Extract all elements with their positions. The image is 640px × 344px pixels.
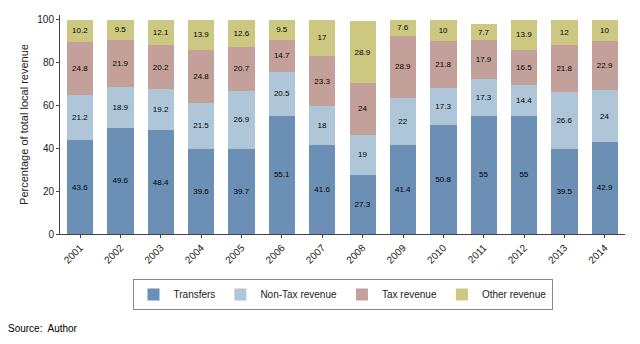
svg-text:55: 55: [479, 170, 488, 179]
svg-text:2008: 2008: [344, 242, 368, 266]
svg-text:60: 60: [43, 100, 55, 111]
svg-text:40: 40: [43, 143, 55, 154]
svg-text:42.9: 42.9: [597, 183, 613, 192]
svg-text:21.5: 21.5: [193, 121, 209, 130]
svg-text:17.3: 17.3: [476, 93, 492, 102]
svg-text:55.1: 55.1: [274, 170, 290, 179]
svg-text:41.6: 41.6: [314, 185, 330, 194]
svg-text:Transfers: Transfers: [174, 289, 216, 300]
svg-text:7.7: 7.7: [478, 28, 490, 37]
svg-text:2001: 2001: [62, 242, 86, 266]
svg-text:9.5: 9.5: [115, 25, 127, 34]
svg-text:12: 12: [560, 28, 569, 37]
svg-text:14.4: 14.4: [516, 96, 532, 105]
svg-text:2005: 2005: [223, 242, 247, 266]
svg-text:10: 10: [439, 26, 448, 35]
svg-text:20: 20: [43, 186, 55, 197]
svg-text:10.2: 10.2: [72, 26, 88, 35]
svg-text:2011: 2011: [466, 242, 489, 265]
svg-text:20.7: 20.7: [234, 64, 250, 73]
svg-text:20.5: 20.5: [274, 89, 290, 98]
svg-text:7.6: 7.6: [397, 23, 409, 32]
svg-text:2007: 2007: [304, 242, 328, 266]
svg-text:13.9: 13.9: [516, 30, 532, 39]
svg-text:2002: 2002: [102, 242, 126, 266]
svg-text:2014: 2014: [586, 242, 610, 266]
svg-text:18: 18: [318, 121, 327, 130]
svg-text:23.3: 23.3: [314, 77, 330, 86]
svg-text:48.4: 48.4: [153, 178, 169, 187]
svg-text:24.8: 24.8: [193, 72, 209, 81]
svg-text:Non-Tax revenue: Non-Tax revenue: [260, 289, 337, 300]
svg-text:80: 80: [43, 57, 55, 68]
svg-text:49.6: 49.6: [112, 176, 128, 185]
svg-text:24.8: 24.8: [72, 64, 88, 73]
svg-text:17.3: 17.3: [435, 102, 451, 111]
svg-text:20.2: 20.2: [153, 63, 169, 72]
svg-text:39.7: 39.7: [234, 187, 250, 196]
svg-text:2003: 2003: [142, 242, 166, 266]
svg-text:19: 19: [358, 150, 367, 159]
svg-text:Tax revenue: Tax revenue: [382, 289, 437, 300]
svg-text:12.6: 12.6: [234, 29, 250, 38]
svg-text:17: 17: [318, 33, 327, 42]
svg-text:28.9: 28.9: [395, 62, 411, 71]
svg-text:Percentage of total local reve: Percentage of total local revenue: [18, 44, 30, 205]
svg-text:0: 0: [48, 229, 54, 240]
svg-text:18.9: 18.9: [112, 103, 128, 112]
svg-text:10: 10: [600, 26, 609, 35]
svg-text:39.6: 39.6: [193, 187, 209, 196]
svg-text:2006: 2006: [263, 242, 287, 266]
svg-text:39.5: 39.5: [556, 187, 572, 196]
svg-text:2009: 2009: [384, 242, 408, 266]
svg-text:21.8: 21.8: [435, 60, 451, 69]
svg-text:22.9: 22.9: [597, 61, 613, 70]
svg-text:14.7: 14.7: [274, 51, 290, 60]
svg-text:12.1: 12.1: [153, 28, 169, 37]
svg-text:13.9: 13.9: [193, 30, 209, 39]
svg-text:21.2: 21.2: [72, 113, 88, 122]
svg-text:24: 24: [358, 104, 367, 113]
svg-text:43.6: 43.6: [72, 183, 88, 192]
svg-text:19.2: 19.2: [153, 105, 169, 114]
svg-text:28.9: 28.9: [355, 48, 371, 57]
svg-text:17.9: 17.9: [476, 55, 492, 64]
svg-text:50.8: 50.8: [435, 175, 451, 184]
svg-text:41.4: 41.4: [395, 185, 411, 194]
svg-text:55: 55: [519, 170, 528, 179]
svg-text:24: 24: [600, 112, 609, 121]
svg-text:2004: 2004: [183, 242, 207, 266]
svg-text:26.9: 26.9: [234, 115, 250, 124]
svg-text:100: 100: [37, 14, 54, 25]
svg-text:Source: Author: Source: Author: [8, 323, 78, 334]
svg-text:9.5: 9.5: [276, 25, 288, 34]
svg-text:21.8: 21.8: [556, 64, 572, 73]
svg-text:Other revenue: Other revenue: [482, 289, 546, 300]
svg-text:2013: 2013: [546, 242, 570, 266]
svg-text:22: 22: [398, 117, 407, 126]
svg-text:2012: 2012: [506, 242, 530, 266]
svg-text:16.5: 16.5: [516, 63, 532, 72]
svg-text:2010: 2010: [425, 242, 449, 266]
svg-text:27.3: 27.3: [355, 200, 371, 209]
svg-text:26.6: 26.6: [556, 116, 572, 125]
svg-text:21.9: 21.9: [112, 59, 128, 68]
